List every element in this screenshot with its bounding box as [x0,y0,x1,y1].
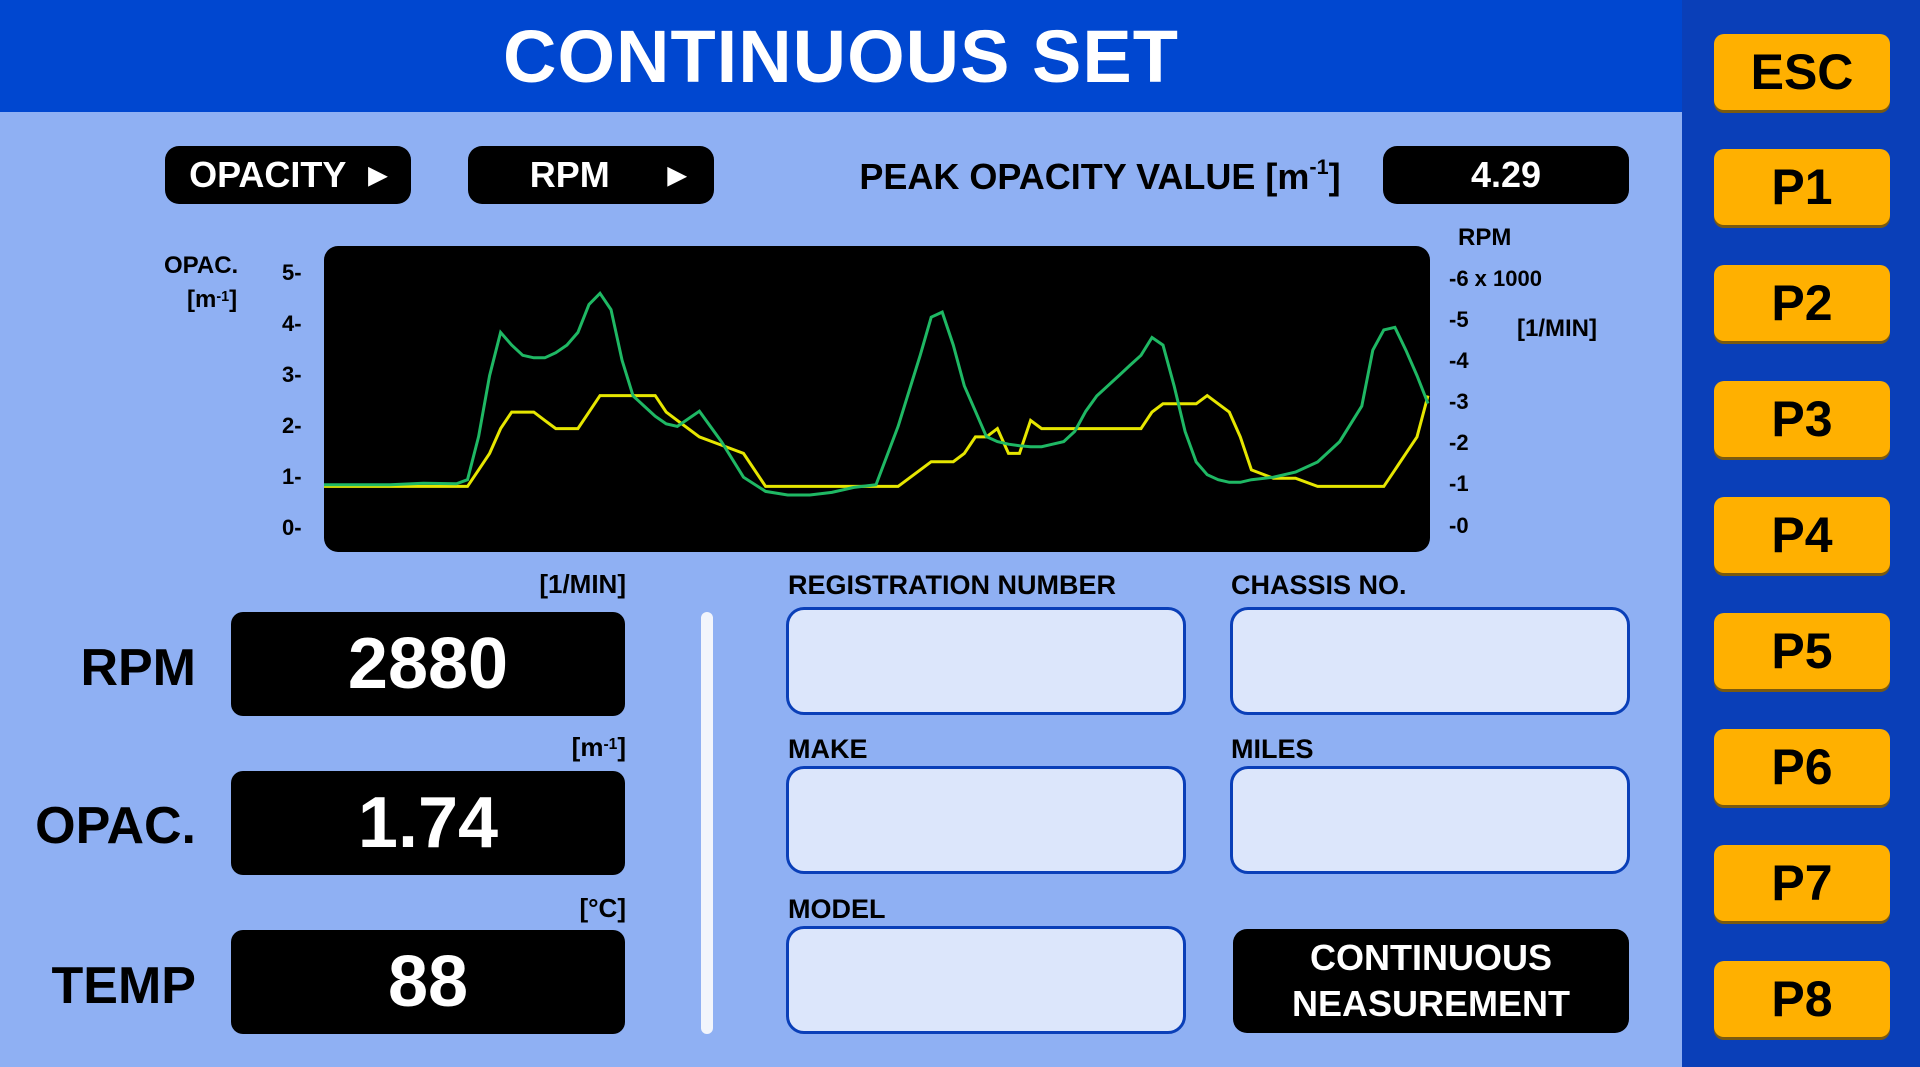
play-icon: ▶ [368,161,387,189]
opacity-selector-label: OPACITY [189,154,347,195]
opacity-unit: [m-1] [426,732,626,763]
right-axis-tick: -6 x 1000 [1449,266,1542,291]
peak-opacity-label: PEAK OPACITY VALUE [m -1] [850,150,1350,204]
rpm-label: RPM [80,639,196,697]
continuous-measurement-button[interactable]: CONTINUOUS NEASUREMENT [1233,929,1629,1033]
registration-number-label: REGISTRATION NUMBER [788,570,1116,600]
peak-opacity-unit-close: ] [1328,156,1341,197]
opacity-unit-close: ] [617,732,626,762]
rpm-unit: [1/MIN] [539,569,626,599]
continuous-measurement-button-line1: CONTINUOUS [1310,937,1552,978]
make-label: MAKE [788,734,868,764]
miles-label: MILES [1231,734,1314,764]
opacity-readout: 1.74 [231,771,625,875]
p1-button[interactable]: P1 [1714,149,1890,225]
opacity-unit-open: [m [571,732,604,762]
temp-readout: 88 [231,930,625,1034]
rpm-selector-button[interactable]: RPM ▶ [468,146,714,204]
right-axis-unit: [1/MIN] [1517,315,1597,342]
p8-button[interactable]: P8 [1714,961,1890,1037]
left-axis-unit-exponent: -1 [216,288,230,305]
p4-button[interactable]: P4 [1714,497,1890,573]
model-label: MODEL [788,894,886,924]
peak-opacity-label-text: PEAK OPACITY VALUE [m [859,156,1310,197]
left-axis-tick: 1- [282,464,302,489]
p3-button[interactable]: P3 [1714,381,1890,457]
play-icon: ▶ [667,161,687,189]
rpm-series-line [324,393,1430,488]
opacity-selector-button[interactable]: OPACITY ▶ [165,146,411,204]
chassis-number-field[interactable] [1230,607,1630,715]
temp-label: TEMP [51,957,196,1015]
continuous-measurement-button-line2: NEASUREMENT [1291,983,1570,1024]
esc-button[interactable]: ESC [1714,34,1890,110]
left-axis-tick: 5- [282,260,302,285]
right-axis-tick: -0 [1449,513,1469,538]
opacity-value: 1.74 [357,783,499,863]
right-axis-tick: -3 [1449,389,1469,414]
left-axis-tick: 3- [282,362,302,387]
left-axis-unit: [m-1] [187,286,237,314]
right-axis-tick: -5 [1449,307,1469,332]
right-axis-tick: -2 [1449,430,1469,455]
rpm-value: 2880 [347,624,509,704]
left-axis-unit-close: ] [229,286,238,313]
chart-background [324,246,1430,552]
opacity-rpm-chart [324,246,1430,552]
opacity-series-line [324,290,1430,497]
temp-unit: [°C] [579,893,627,923]
left-axis-tick: 0- [282,515,302,540]
p6-button[interactable]: P6 [1714,729,1890,805]
left-axis-tick: 4- [282,311,302,336]
p7-button[interactable]: P7 [1714,845,1890,921]
registration-number-field[interactable] [786,607,1186,715]
chassis-number-label: CHASSIS NO. [1231,570,1407,600]
opacity-label: OPAC. [35,797,196,855]
title-bar: CONTINUOUS SET [0,0,1682,112]
p2-button[interactable]: P2 [1714,265,1890,341]
miles-field[interactable] [1230,766,1630,874]
peak-opacity-unit-exponent: -1 [1309,154,1329,180]
model-field[interactable] [786,926,1186,1034]
page-title: CONTINUOUS SET [503,14,1179,98]
opacity-unit-exponent: -1 [603,735,618,753]
p5-button[interactable]: P5 [1714,613,1890,689]
vertical-divider [701,612,713,1034]
temp-value: 88 [387,942,469,1022]
left-axis-title: OPAC. [164,252,239,279]
rpm-selector-label: RPM [529,154,610,195]
rpm-readout: 2880 [231,612,625,716]
left-axis-tick: 2- [282,413,302,438]
make-field[interactable] [786,766,1186,874]
right-axis-tick: -1 [1449,471,1469,496]
peak-opacity-value-text: 4.29 [1470,154,1542,195]
right-axis-tick: -4 [1449,348,1469,373]
peak-opacity-value: 4.29 [1383,146,1629,204]
right-axis-title: RPM [1458,224,1512,251]
left-axis-unit-open: [m [187,286,217,313]
